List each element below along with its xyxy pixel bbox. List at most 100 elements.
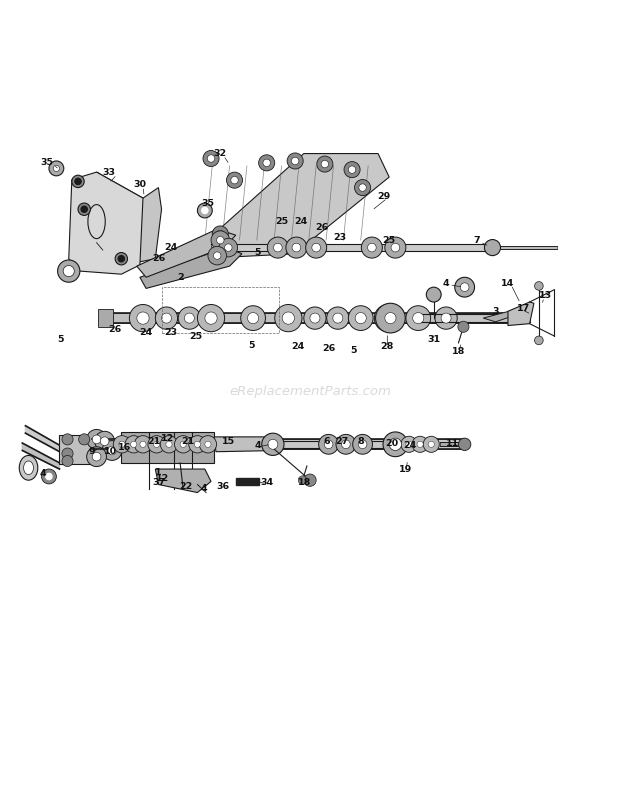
Circle shape — [376, 303, 405, 333]
Circle shape — [298, 476, 307, 484]
Text: 3: 3 — [492, 307, 499, 316]
Text: 24: 24 — [164, 243, 177, 252]
Circle shape — [63, 265, 74, 277]
Circle shape — [310, 313, 320, 323]
Circle shape — [87, 447, 107, 467]
Text: 26: 26 — [322, 344, 335, 353]
Circle shape — [194, 441, 200, 448]
Text: 4: 4 — [200, 484, 207, 493]
Text: 26: 26 — [108, 326, 122, 334]
Circle shape — [327, 307, 349, 330]
Circle shape — [317, 156, 333, 172]
Circle shape — [156, 307, 177, 330]
Circle shape — [286, 237, 307, 258]
Circle shape — [361, 237, 383, 258]
Circle shape — [46, 473, 52, 480]
Text: 18: 18 — [452, 347, 465, 356]
Bar — [162, 286, 279, 333]
Circle shape — [205, 312, 217, 324]
Text: 25: 25 — [189, 331, 202, 341]
Circle shape — [81, 206, 87, 213]
Circle shape — [435, 307, 457, 330]
Circle shape — [534, 282, 543, 290]
Text: 24: 24 — [140, 329, 153, 338]
Circle shape — [92, 435, 101, 444]
Circle shape — [216, 230, 224, 237]
Text: 25: 25 — [276, 217, 289, 226]
Text: 11: 11 — [446, 439, 459, 448]
Circle shape — [212, 226, 228, 242]
Circle shape — [102, 440, 122, 460]
Circle shape — [312, 243, 321, 252]
Circle shape — [344, 161, 360, 178]
Circle shape — [385, 313, 396, 324]
Circle shape — [423, 436, 440, 452]
Text: 4: 4 — [40, 469, 46, 479]
Circle shape — [62, 448, 73, 460]
Text: 4: 4 — [254, 441, 261, 450]
Circle shape — [247, 313, 259, 324]
Text: 35: 35 — [202, 199, 215, 208]
Polygon shape — [483, 308, 526, 322]
Circle shape — [140, 441, 146, 448]
Polygon shape — [137, 229, 236, 277]
Circle shape — [174, 435, 192, 453]
Text: 5: 5 — [58, 334, 64, 343]
Circle shape — [118, 256, 125, 261]
Circle shape — [202, 208, 208, 213]
Text: 19: 19 — [399, 464, 412, 473]
Text: 18: 18 — [298, 478, 312, 487]
Circle shape — [262, 433, 284, 456]
Text: 5: 5 — [248, 341, 254, 350]
Ellipse shape — [24, 461, 33, 475]
Circle shape — [319, 435, 339, 454]
Text: 1: 1 — [155, 468, 162, 476]
Circle shape — [87, 429, 107, 449]
Text: 20: 20 — [385, 439, 398, 448]
Circle shape — [161, 313, 172, 323]
Circle shape — [49, 161, 64, 176]
Circle shape — [62, 434, 73, 445]
Circle shape — [148, 435, 166, 453]
Text: 30: 30 — [133, 180, 146, 189]
Circle shape — [428, 441, 435, 448]
Text: 4: 4 — [443, 279, 450, 288]
Circle shape — [324, 440, 333, 448]
Text: 24: 24 — [294, 217, 308, 226]
Circle shape — [211, 231, 229, 249]
Circle shape — [213, 252, 221, 259]
Circle shape — [417, 441, 423, 448]
Text: 25: 25 — [383, 236, 396, 245]
Circle shape — [368, 243, 376, 252]
Circle shape — [53, 165, 60, 172]
Circle shape — [207, 155, 215, 162]
Circle shape — [226, 172, 242, 188]
Circle shape — [460, 283, 469, 291]
Circle shape — [306, 237, 327, 258]
Text: eReplacementParts.com: eReplacementParts.com — [229, 385, 391, 399]
Circle shape — [72, 175, 84, 188]
Circle shape — [406, 441, 412, 448]
Circle shape — [42, 469, 56, 484]
Circle shape — [79, 434, 90, 445]
Text: 21: 21 — [181, 437, 194, 446]
Text: 24: 24 — [404, 441, 417, 450]
Circle shape — [130, 305, 157, 332]
Circle shape — [348, 306, 373, 330]
Polygon shape — [99, 310, 113, 326]
Circle shape — [188, 435, 206, 453]
Text: 35: 35 — [40, 158, 53, 168]
Circle shape — [178, 307, 200, 330]
Polygon shape — [122, 432, 214, 463]
Ellipse shape — [383, 432, 408, 456]
Circle shape — [441, 313, 451, 323]
Circle shape — [267, 237, 288, 258]
Text: 32: 32 — [214, 149, 227, 158]
Circle shape — [413, 313, 424, 324]
Text: 21: 21 — [148, 437, 161, 446]
Text: 17: 17 — [517, 304, 530, 313]
Circle shape — [184, 313, 195, 323]
Text: 26: 26 — [152, 254, 165, 263]
Text: 12: 12 — [161, 434, 174, 443]
Circle shape — [458, 321, 469, 332]
